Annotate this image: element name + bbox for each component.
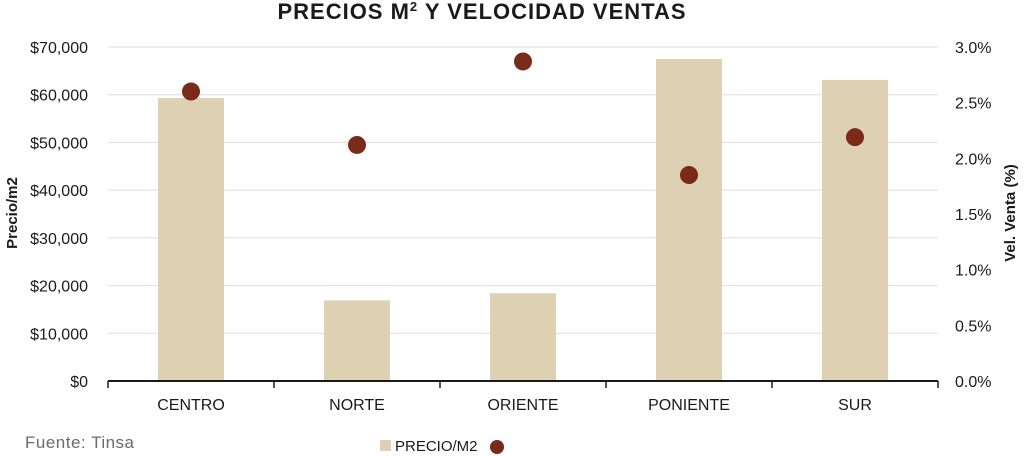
y2-tick-label: 1.5% [955, 207, 991, 224]
y-tick-label: $0 [70, 374, 88, 391]
category-label: NORTE [329, 397, 385, 414]
bar [324, 300, 390, 381]
y2-tick-label: 0.5% [955, 318, 991, 335]
y-tick-label: $50,000 [30, 135, 88, 152]
bar [656, 58, 722, 382]
category-labels: CENTRO NORTE ORIENTE PONIENTE SUR [157, 397, 872, 414]
bars [158, 58, 888, 382]
x-axis-ticks [107, 381, 939, 388]
category-label: SUR [838, 397, 872, 414]
y-tick-label: $10,000 [30, 326, 88, 343]
legend-label: PRECIO/M2 [395, 438, 478, 455]
dot-point [182, 82, 200, 101]
legend: PRECIO/M2 [380, 438, 504, 455]
y-tick-label: $30,000 [30, 231, 88, 248]
y-axis-label: Precio/m2 [4, 177, 21, 249]
y2-tick-label: 2.0% [955, 151, 991, 168]
category-label: ORIENTE [487, 397, 558, 414]
y-tick-label: $40,000 [30, 183, 88, 200]
bar [158, 98, 224, 381]
dots [182, 52, 864, 185]
category-label: CENTRO [157, 397, 225, 414]
dot-point [514, 52, 532, 71]
dot-point [680, 166, 698, 185]
source-note: Fuente: Tinsa [25, 433, 135, 452]
y2-tick-label: 1.0% [955, 263, 991, 280]
y2-tick-label: 3.0% [955, 40, 991, 57]
y-tick-label: $70,000 [30, 40, 88, 57]
bar [822, 79, 888, 382]
category-label: PONIENTE [648, 397, 730, 414]
right-axis-tick-labels: 0.0% 0.5% 1.0% 1.5% 2.0% 2.5% 3.0% [955, 40, 991, 391]
y2-tick-label: 0.0% [955, 374, 991, 391]
y2-axis-label: Vel. Venta (%) [1002, 164, 1019, 262]
legend-bar-swatch [380, 440, 391, 451]
dot-point [348, 135, 366, 154]
y-tick-label: $60,000 [30, 88, 88, 105]
y2-tick-label: 2.5% [955, 96, 991, 113]
bar [490, 293, 556, 381]
chart-title: PRECIOS M2 Y VELOCIDAD VENTAS [277, 0, 686, 24]
y-tick-label: $20,000 [30, 279, 88, 296]
legend-dot-swatch [490, 440, 504, 454]
gridlines [108, 46, 938, 334]
dot-point [846, 128, 864, 147]
left-axis-tick-labels: $0 $10,000 $20,000 $30,000 $40,000 $50,000 $60… [30, 40, 88, 391]
